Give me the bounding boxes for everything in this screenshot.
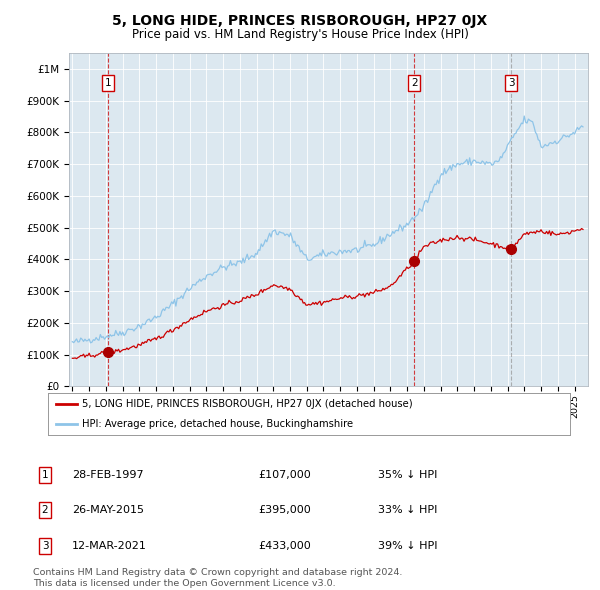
Text: 3: 3 xyxy=(41,541,49,550)
Text: 5, LONG HIDE, PRINCES RISBOROUGH, HP27 0JX (detached house): 5, LONG HIDE, PRINCES RISBOROUGH, HP27 0… xyxy=(82,399,413,409)
Text: 28-FEB-1997: 28-FEB-1997 xyxy=(72,470,143,480)
Text: £433,000: £433,000 xyxy=(258,541,311,550)
Text: 33% ↓ HPI: 33% ↓ HPI xyxy=(378,506,437,515)
Text: £395,000: £395,000 xyxy=(258,506,311,515)
Text: Price paid vs. HM Land Registry's House Price Index (HPI): Price paid vs. HM Land Registry's House … xyxy=(131,28,469,41)
Text: 39% ↓ HPI: 39% ↓ HPI xyxy=(378,541,437,550)
Text: 35% ↓ HPI: 35% ↓ HPI xyxy=(378,470,437,480)
Text: HPI: Average price, detached house, Buckinghamshire: HPI: Average price, detached house, Buck… xyxy=(82,419,353,429)
Text: Contains HM Land Registry data © Crown copyright and database right 2024.
This d: Contains HM Land Registry data © Crown c… xyxy=(33,568,403,588)
Text: 1: 1 xyxy=(41,470,49,480)
Text: 1: 1 xyxy=(105,78,112,88)
Text: 26-MAY-2015: 26-MAY-2015 xyxy=(72,506,144,515)
Text: 3: 3 xyxy=(508,78,514,88)
Text: 2: 2 xyxy=(411,78,418,88)
Text: 2: 2 xyxy=(41,506,49,515)
Text: 12-MAR-2021: 12-MAR-2021 xyxy=(72,541,147,550)
Text: £107,000: £107,000 xyxy=(258,470,311,480)
Text: 5, LONG HIDE, PRINCES RISBOROUGH, HP27 0JX: 5, LONG HIDE, PRINCES RISBOROUGH, HP27 0… xyxy=(112,14,488,28)
